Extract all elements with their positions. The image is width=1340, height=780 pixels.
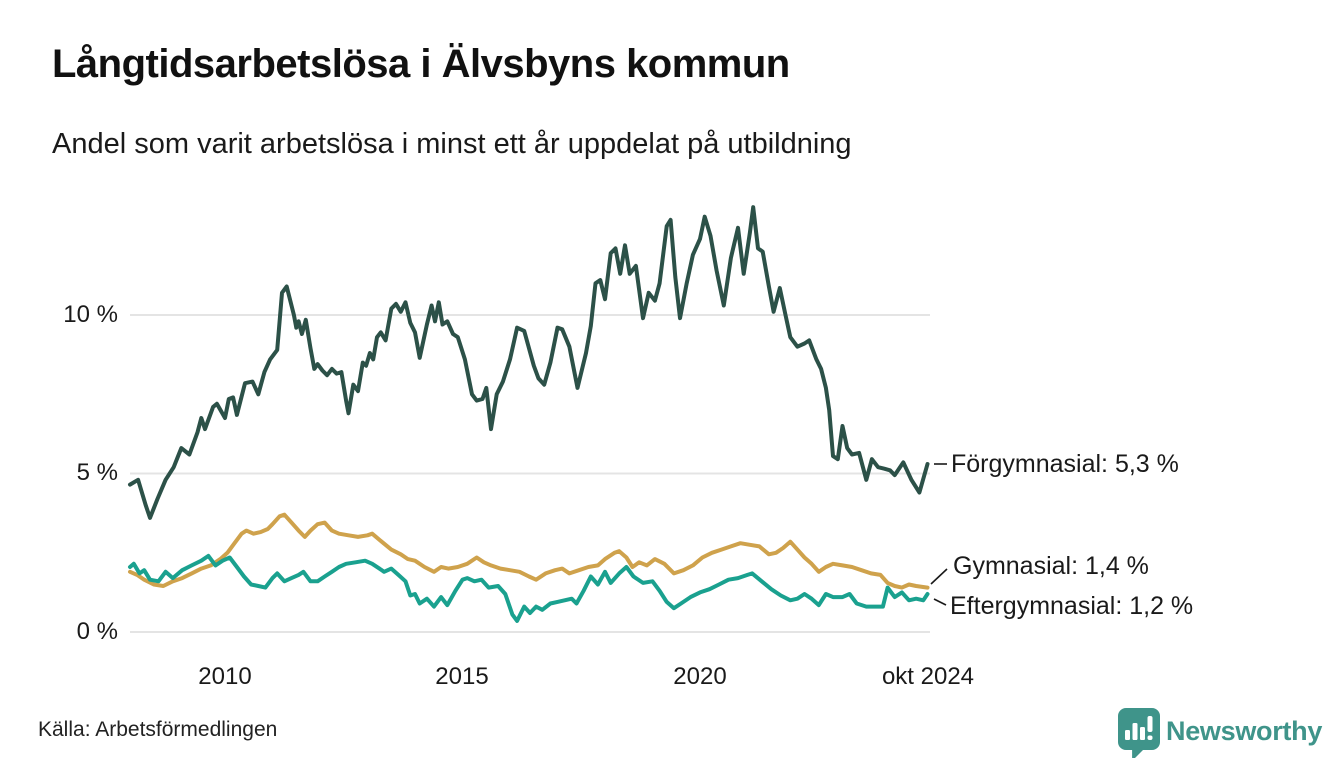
logo-bars-icon (1125, 716, 1153, 740)
source-credit: Källa: Arbetsförmedlingen (38, 718, 278, 741)
series-lines (128, 205, 930, 623)
y-tick-10: 10 % (63, 301, 118, 328)
newsworthy-logo-icon (1118, 708, 1160, 758)
leader-lines (930, 463, 948, 606)
x-tick-2020: 2020 (673, 663, 727, 690)
series-line-förgymnasial (128, 205, 930, 520)
y-tick-0: 0 % (76, 618, 118, 645)
newsworthy-logo-text: Newsworthy (1166, 716, 1323, 746)
x-tick-2010: 2010 (198, 663, 252, 690)
x-tick-okt-2024: okt 2024 (881, 663, 975, 690)
chart-title: Långtidsarbetslösa i Älvsbyns kommun (52, 42, 790, 86)
series-line-gymnasial (128, 512, 930, 590)
y-tick-5: 5 % (76, 459, 118, 486)
gridlines (130, 314, 930, 633)
logo-bubble-shape (1118, 708, 1160, 758)
series-end-label-eftergymnasial: Eftergymnasial: 1,2 % (950, 592, 1194, 620)
series-end-label-gymnasial: Gymnasial: 1,4 % (953, 552, 1149, 580)
series-line-eftergymnasial (128, 553, 930, 623)
leader-line-gymnasial (930, 568, 948, 585)
series-end-label-forgymnasial: Förgymnasial: 5,3 % (951, 450, 1179, 478)
leader-line-eftergymnasial (933, 598, 947, 606)
x-tick-2015: 2015 (435, 663, 489, 690)
chart-subtitle: Andel som varit arbetslösa i minst ett å… (52, 128, 852, 160)
